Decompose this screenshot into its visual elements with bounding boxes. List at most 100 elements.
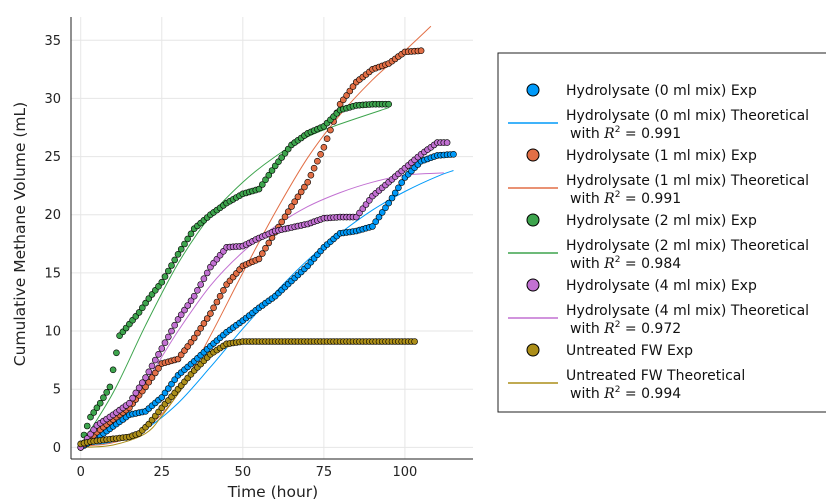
hydrolysate-1-ml-mix-theoretical-line: [80, 25, 432, 447]
hydrolysate-2-ml-mix-exp-point: [177, 245, 185, 253]
hydrolysate-0-ml-mix-exp-point: [385, 199, 393, 207]
legend-label: Hydrolysate (0 ml mix) Exp: [566, 83, 757, 99]
hydrolysate-2-ml-mix-exp-point: [96, 399, 104, 407]
hydrolysate-1-ml-mix-exp-point: [291, 198, 299, 205]
hydrolysate-1-ml-mix-exp-point: [258, 250, 266, 257]
hydrolysate-1-ml-mix-exp-point: [297, 188, 305, 196]
hydrolysate-1-ml-mix-exp-point: [281, 213, 289, 221]
hydrolysate-4-ml-mix-exp-point: [87, 430, 94, 438]
legend-label: Hydrolysate (4 ml mix) Exp: [566, 278, 757, 294]
hydrolysate-0-ml-mix-exp-point: [382, 204, 389, 212]
hydrolysate-4-ml-mix-exp-point: [177, 311, 185, 319]
x-tick-label: 50: [235, 465, 252, 480]
hydrolysate-4-ml-mix-exp-point: [148, 362, 156, 370]
hydrolysate-1-ml-mix-exp-point: [417, 47, 425, 55]
r-squared-symbol: R: [603, 321, 615, 337]
hydrolysate-1-ml-mix-exp-point: [213, 298, 221, 306]
x-axis-label: Time (hour): [227, 483, 318, 501]
hydrolysate-2-ml-mix-exp-point: [262, 176, 269, 184]
hydrolysate-1-ml-mix-exp-point: [262, 244, 269, 252]
hydrolysate-1-ml-mix-exp-points: [77, 47, 425, 451]
legend-with-text: with: [570, 191, 604, 207]
hydrolysate-2-ml-mix-exp-point: [93, 404, 101, 412]
hydrolysate-1-ml-mix-exp-point: [216, 292, 224, 300]
hydrolysate-4-ml-mix-exp-point: [165, 333, 172, 341]
axes: [70, 17, 473, 460]
hydrolysate-1-ml-mix-exp-point: [194, 329, 201, 337]
hydrolysate-1-ml-mix-exp-point: [220, 286, 227, 294]
hydrolysate-0-ml-mix-exp-point: [375, 213, 383, 221]
legend-with-text: with: [570, 126, 604, 142]
hydrolysate-4-ml-mix-exp-point: [161, 339, 169, 347]
hydrolysate-0-ml-mix-exp-point: [369, 223, 376, 230]
hydrolysate-4-ml-mix-exp-point: [129, 394, 136, 402]
legend-r2-line: with R2 = 0.991: [570, 125, 681, 142]
y-tick-label: 25: [44, 150, 61, 165]
hydrolysate-4-ml-mix-exp-point: [197, 281, 204, 288]
hydrolysate-4-ml-mix-exp-point: [168, 327, 175, 335]
r-squared-symbol: R: [603, 386, 615, 402]
hydrolysate-1-ml-mix-exp-point: [320, 144, 328, 151]
hydrolysate-4-ml-mix-exp-point: [181, 306, 188, 314]
legend-marker-hydrolysate-4-ml-mix-exp: [526, 278, 540, 292]
hydrolysate-2-ml-mix-exp-point: [168, 262, 175, 269]
r-squared-exponent: 2: [615, 320, 621, 330]
hydrolysate-2-ml-mix-exp-point: [265, 171, 273, 179]
legend-label: Hydrolysate (4 ml mix) Theoretical: [566, 303, 809, 319]
hydrolysate-2-ml-mix-exp-point: [258, 181, 266, 188]
r-squared-symbol: R: [603, 126, 615, 142]
hydrolysate-0-ml-mix-exp-point: [372, 218, 380, 225]
legend-label: Hydrolysate (2 ml mix) Theoretical: [566, 238, 809, 254]
r-squared-symbol: R: [603, 256, 615, 272]
hydrolysate-1-ml-mix-exp-point: [190, 334, 198, 342]
hydrolysate-1-ml-mix-exp-point: [155, 364, 162, 372]
r-squared-value: 0.994: [641, 386, 681, 402]
legend-label: Untreated FW Theoretical: [566, 368, 745, 384]
hydrolysate-1-ml-mix-exp-point: [314, 157, 321, 165]
hydrolysate-2-ml-mix-exp-point: [100, 394, 107, 402]
y-axis-label: Cumulative Methane Volume (mL): [11, 102, 29, 366]
hydrolysate-2-ml-mix-exp-point: [103, 388, 110, 396]
hydrolysate-0-ml-mix-exp-point: [158, 394, 166, 401]
legend-box: [497, 52, 826, 413]
hydrolysate-2-ml-mix-exp-point: [165, 267, 172, 275]
legend-r2-line: with R2 = 0.991: [570, 190, 681, 207]
y-tick-label: 20: [44, 208, 61, 223]
hydrolysate-1-ml-mix-exp-point: [310, 164, 318, 172]
hydrolysate-4-ml-mix-exp-point: [126, 399, 133, 407]
hydrolysate-4-ml-mix-exp-point: [184, 302, 191, 309]
hydrolysate-2-ml-mix-exp-point: [139, 304, 146, 312]
legend-r2-line: with R2 = 0.994: [570, 385, 681, 402]
hydrolysate-1-ml-mix-exp-point: [197, 324, 204, 332]
hydrolysate-4-ml-mix-exp-point: [90, 426, 97, 434]
hydrolysate-4-ml-mix-exp-point: [158, 345, 166, 352]
legend-with-text: with: [570, 321, 604, 337]
r-squared-equals: =: [620, 321, 641, 337]
hydrolysate-0-ml-mix-exp-point: [388, 194, 396, 202]
x-tick-label: 0: [77, 465, 85, 480]
grid: [71, 17, 473, 459]
hydrolysate-2-ml-mix-exp-point: [113, 349, 120, 357]
hydrolysate-1-ml-mix-exp-point: [278, 218, 286, 226]
r-squared-value: 0.984: [641, 256, 681, 272]
hydrolysate-1-ml-mix-exp-point: [255, 255, 263, 263]
legend: Hydrolysate (0 ml mix) Exp Hydrolysate (0…: [497, 52, 826, 413]
hydrolysate-4-ml-mix-exp-point: [203, 269, 211, 277]
tick-labels: 0 25 50 75 100 0 5 10 15 20 25 30 35: [44, 34, 417, 480]
legend-with-text: with: [570, 256, 604, 272]
legend-label: Hydrolysate (2 ml mix) Exp: [566, 213, 757, 229]
hydrolysate-4-ml-mix-exp-point: [187, 297, 195, 305]
legend-label: Hydrolysate (1 ml mix) Theoretical: [566, 173, 809, 189]
hydrolysate-1-ml-mix-exp-point: [339, 96, 347, 104]
hydrolysate-2-ml-mix-exp-point: [158, 278, 166, 286]
hydrolysate-2-ml-mix-exp-point: [171, 256, 178, 264]
hydrolysate-0-ml-mix-exp-point: [168, 380, 175, 388]
y-tick-label: 0: [53, 441, 61, 456]
hydrolysate-2-ml-mix-exp-point: [181, 240, 188, 248]
untreated-fw-exp-points: [77, 338, 418, 448]
legend-with-text: with: [570, 386, 604, 402]
legend-label: Untreated FW Exp: [566, 343, 693, 359]
r-squared-exponent: 2: [615, 190, 621, 200]
hydrolysate-2-ml-mix-exp-point: [255, 185, 263, 193]
